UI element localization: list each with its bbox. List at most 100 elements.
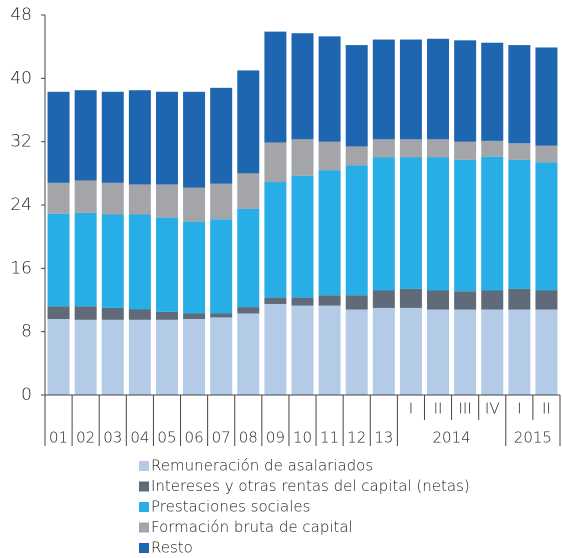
bar-segment (345, 309, 368, 395)
bar-segment (399, 307, 422, 395)
x-tick-label: 11 (320, 429, 339, 447)
x-tick-label: 07 (212, 429, 231, 447)
bar-segment (427, 38, 450, 140)
x-tick-label: IV (485, 400, 500, 418)
bar-segment (291, 305, 314, 395)
bar-segment (318, 295, 341, 306)
bar-segment (427, 309, 450, 395)
bar-segment (535, 290, 558, 310)
y-tick-label: 24 (10, 195, 32, 215)
bar-segment (210, 87, 233, 184)
bar-segment (454, 159, 477, 292)
bar-segment (47, 182, 70, 214)
bar-segment (508, 288, 531, 310)
bar-segment (399, 157, 422, 289)
x-tick-label: 06 (185, 429, 204, 447)
bar-segment (264, 142, 287, 183)
bar-segment (47, 319, 70, 395)
bar-segment (264, 182, 287, 298)
bar-segment (454, 141, 477, 160)
group-label: 2014 (432, 429, 470, 447)
bar-segment (128, 214, 151, 310)
x-tick-label: 08 (239, 429, 258, 447)
bar-segment (345, 45, 368, 147)
bar-segment (74, 90, 97, 181)
bar-segment (74, 212, 97, 307)
legend-label: Resto (151, 539, 193, 557)
bar-segment (237, 70, 260, 174)
bar-segment (508, 309, 531, 395)
bar-segment (155, 319, 178, 395)
bar-segment (535, 162, 558, 291)
bar-segment (345, 295, 368, 310)
bar-segment (74, 319, 97, 395)
bar-segment (101, 182, 124, 215)
bar-segment (183, 319, 206, 395)
bar-segment (291, 175, 314, 298)
bar-segment (481, 42, 504, 141)
x-tick-label: 13 (374, 429, 393, 447)
x-tick-label: II (434, 400, 443, 418)
bar-segment (237, 173, 260, 209)
bar-segment (508, 143, 531, 160)
bar-segment (372, 39, 395, 140)
y-tick-label: 40 (10, 68, 32, 88)
bar-segment (427, 139, 450, 158)
y-tick-label: 48 (10, 5, 32, 25)
bar-segment (454, 291, 477, 310)
bar-segment (128, 319, 151, 395)
bar-segment (155, 91, 178, 185)
y-tick-label: 8 (21, 322, 32, 342)
bar-segment (264, 297, 287, 304)
bar-segment (237, 307, 260, 314)
bar-segment (47, 213, 70, 307)
x-tick-label: 01 (49, 429, 68, 447)
legend-label: Intereses y otras rentas del capital (ne… (151, 477, 470, 495)
bar-segment (508, 45, 531, 144)
bar-segment (535, 309, 558, 395)
legend-swatch (139, 543, 149, 553)
x-tick-label: 04 (130, 429, 149, 447)
x-tick-label: 05 (157, 429, 176, 447)
bar-segment (372, 290, 395, 308)
bar-segment (47, 306, 70, 319)
bar-segment (155, 184, 178, 218)
legend-label: Formación bruta de capital (151, 518, 353, 536)
bar-segment (399, 288, 422, 308)
bar-segment (101, 319, 124, 395)
bar-segment (318, 36, 341, 142)
bar-segment (291, 297, 314, 306)
bar-segment (399, 139, 422, 158)
bar-segment (318, 170, 341, 296)
bar-segment (481, 309, 504, 395)
bar-segment (372, 157, 395, 291)
bar-segment (74, 180, 97, 213)
bar-segment (291, 139, 314, 176)
bar-segment (372, 307, 395, 395)
bar-segment (183, 91, 206, 188)
x-tick-label: I (409, 400, 413, 418)
legend-swatch (139, 522, 149, 533)
bar-segment (264, 31, 287, 143)
x-tick-label: I (517, 400, 521, 418)
bar-segment (128, 184, 151, 215)
legend-label: Remuneración de asalariados (151, 457, 373, 475)
bar-segment (101, 214, 124, 308)
bar-segment (210, 313, 233, 318)
bar-segment (454, 309, 477, 395)
x-tick-label: 09 (266, 429, 285, 447)
bar-segment (427, 290, 450, 310)
bar-segment (318, 305, 341, 395)
x-tick-label: 03 (103, 429, 122, 447)
y-tick-label: 16 (10, 258, 32, 278)
bar-segment (101, 307, 124, 320)
legend-swatch (139, 502, 149, 512)
bar-segment (128, 90, 151, 185)
x-tick-label: 10 (293, 429, 312, 447)
bar-segment (47, 91, 70, 183)
bar-segment (345, 146, 368, 166)
x-tick-label: 12 (347, 429, 366, 447)
bar-segment (210, 317, 233, 395)
bar-segment (399, 39, 422, 140)
